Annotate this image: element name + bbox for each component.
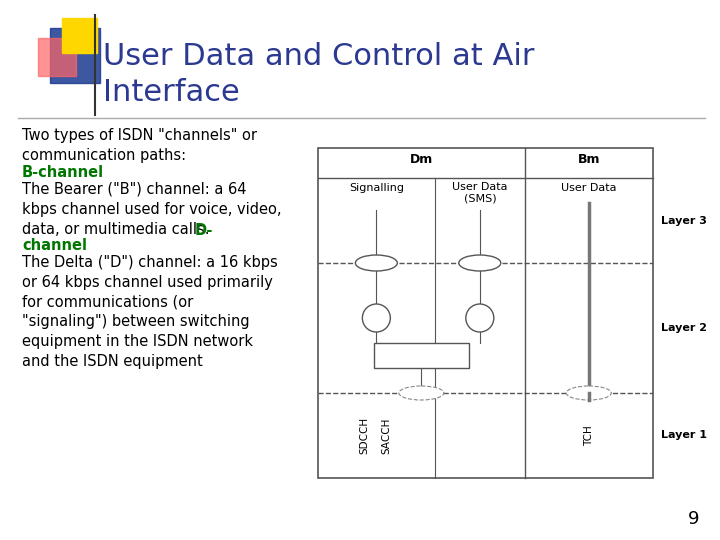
Ellipse shape xyxy=(399,386,444,400)
Text: B-channel: B-channel xyxy=(22,165,104,180)
Text: Interface: Interface xyxy=(103,78,240,107)
Text: 9: 9 xyxy=(688,510,700,528)
Text: User Data: User Data xyxy=(561,183,616,193)
Text: Dm: Dm xyxy=(410,153,433,166)
Text: Layer 2: Layer 2 xyxy=(661,323,707,333)
Ellipse shape xyxy=(567,386,611,400)
Bar xyxy=(38,38,76,76)
Text: SACCH: SACCH xyxy=(382,417,392,454)
Ellipse shape xyxy=(356,255,397,271)
Text: Layer 3: Layer 3 xyxy=(661,215,706,226)
Text: Signalling: Signalling xyxy=(349,183,404,193)
Bar xyxy=(50,28,100,83)
Text: s: s xyxy=(373,311,380,325)
Text: D-: D- xyxy=(195,223,213,238)
Text: The Delta ("D") channel: a 16 kbps
or 64 kbps channel used primarily
for communi: The Delta ("D") channel: a 16 kbps or 64… xyxy=(22,255,278,369)
Ellipse shape xyxy=(362,304,390,332)
Ellipse shape xyxy=(466,304,494,332)
Bar xyxy=(62,18,97,53)
Text: Layer 1: Layer 1 xyxy=(661,430,707,441)
Bar xyxy=(374,343,469,368)
Text: channel: channel xyxy=(22,238,87,253)
Ellipse shape xyxy=(459,255,501,271)
Text: The Bearer ("B") channel: a 64
kbps channel used for voice, video,
data, or mult: The Bearer ("B") channel: a 64 kbps chan… xyxy=(22,182,282,237)
Text: Multiplex: Multiplex xyxy=(395,349,449,362)
Text: p: p xyxy=(475,311,485,325)
Text: Two types of ISDN "channels" or
communication paths:: Two types of ISDN "channels" or communic… xyxy=(22,128,257,163)
Text: TCH: TCH xyxy=(584,425,594,446)
Text: User Data and Control at Air: User Data and Control at Air xyxy=(103,42,534,71)
Text: User Data
(SMS): User Data (SMS) xyxy=(452,182,508,204)
Text: Bm: Bm xyxy=(577,153,600,166)
Text: SDCCH: SDCCH xyxy=(359,417,369,454)
Bar xyxy=(318,148,653,478)
